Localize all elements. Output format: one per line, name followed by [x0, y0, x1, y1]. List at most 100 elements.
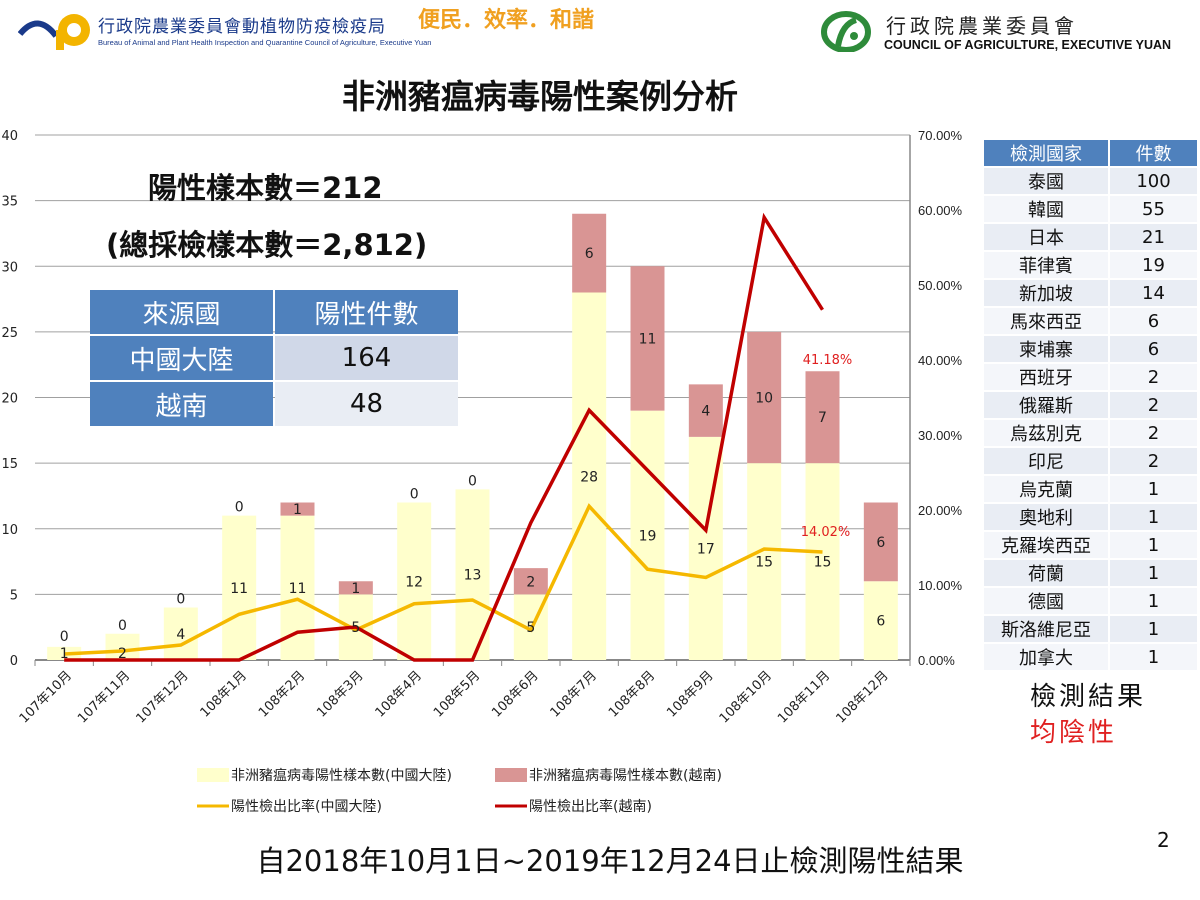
right-tick-label: 0.00%	[918, 653, 955, 668]
country-count: 1	[1110, 560, 1197, 586]
bar-label-vietnam: 0	[118, 618, 127, 634]
bar-label-china: 5	[351, 620, 360, 636]
country-name: 荷蘭	[984, 560, 1110, 586]
country-count: 1	[1110, 588, 1197, 614]
bar-label-china: 11	[230, 581, 248, 597]
bar-label-vietnam: 4	[701, 404, 710, 420]
x-tick-label: 108年5月	[431, 668, 483, 720]
country-name: 奧地利	[984, 504, 1110, 530]
country-count: 1	[1110, 504, 1197, 530]
bar-vietnam	[513, 568, 548, 595]
country-name: 西班牙	[984, 364, 1110, 390]
country-row: 新加坡 14	[984, 280, 1197, 306]
country-name: 斯洛維尼亞	[984, 616, 1110, 642]
bar-label-china: 17	[697, 541, 715, 557]
left-tick-label: 15	[1, 457, 18, 472]
right-tick-label: 10.00%	[918, 578, 963, 593]
bar-label-china: 13	[464, 568, 482, 584]
country-name: 烏茲別克	[984, 420, 1110, 446]
country-count: 6	[1110, 336, 1197, 362]
bar-label-vietnam: 1	[351, 581, 360, 597]
legend-label: 陽性檢出比率(中國大陸)	[231, 798, 382, 815]
bar-label-vietnam: 1	[293, 502, 302, 518]
coa-logo	[821, 11, 871, 52]
country-count: 55	[1110, 196, 1197, 222]
bar-vietnam	[688, 384, 723, 437]
country-row: 菲律賓 19	[984, 252, 1197, 278]
country-row: 柬埔寨 6	[984, 336, 1197, 362]
footer-note: 自2018年10月1日~2019年12月24日止檢測陽性結果	[256, 844, 964, 878]
x-tick-label: 108年3月	[314, 668, 366, 720]
country-count: 2	[1110, 392, 1197, 418]
country-name: 德國	[984, 588, 1110, 614]
left-tick-label: 20	[1, 392, 18, 407]
country-row: 加拿大 1	[984, 644, 1197, 670]
left-tick-label: 5	[10, 588, 18, 603]
bar-vietnam	[630, 266, 665, 411]
result-label: 檢測結果	[1030, 682, 1147, 712]
right-org-name: 行政院農業委員會	[886, 14, 1078, 38]
bar-label-vietnam: 0	[235, 500, 244, 516]
source-country: 中國大陸	[90, 336, 273, 380]
left-tick-label: 40	[1, 129, 18, 144]
country-count: 1	[1110, 476, 1197, 502]
source-table: 來源國 陽性件數 中國大陸 164 越南 48	[88, 288, 460, 428]
bar-label-vietnam: 0	[60, 629, 69, 645]
bar-china	[222, 515, 257, 660]
x-tick-label: 108年12月	[833, 668, 891, 726]
country-row: 西班牙 2	[984, 364, 1197, 390]
bar-vietnam	[572, 213, 607, 293]
left-org-name-en: Bureau of Animal and Plant Health Inspec…	[98, 38, 432, 47]
country-count: 1	[1110, 644, 1197, 670]
bar-vietnam	[280, 502, 315, 516]
country-row: 烏克蘭 1	[984, 476, 1197, 502]
bar-china	[805, 463, 840, 660]
bar-china	[630, 410, 665, 660]
source-header-country: 來源國	[90, 290, 273, 334]
country-row: 日本 21	[984, 224, 1197, 250]
right-tick-label: 60.00%	[918, 203, 963, 218]
bar-label-china: 19	[639, 528, 657, 544]
bar-china	[105, 633, 140, 660]
x-tick-label: 108年1月	[198, 668, 250, 720]
bar-china	[863, 581, 898, 660]
right-org-name-en: COUNCIL OF AGRICULTURE, EXECUTIVE YUAN	[884, 38, 1172, 52]
country-row: 奧地利 1	[984, 504, 1197, 530]
country-count: 14	[1110, 280, 1197, 306]
line-vietnam-rate	[64, 212, 824, 662]
x-tick-label: 108年4月	[373, 668, 425, 720]
positive-count: 陽性樣本數＝212	[148, 171, 383, 205]
annotation-vietnam-rate: 41.18%	[803, 353, 853, 368]
left-tick-label: 35	[1, 195, 18, 210]
bar-label-vietnam: 6	[585, 246, 594, 262]
bar-label-vietnam: 10	[755, 391, 773, 407]
country-count: 6	[1110, 308, 1197, 334]
bar-label-vietnam: 0	[410, 487, 419, 503]
header-count: 件數	[1110, 140, 1197, 166]
country-row: 印尼 2	[984, 448, 1197, 474]
left-tick-label: 30	[1, 260, 18, 275]
source-header-count: 陽性件數	[275, 290, 458, 334]
country-row: 馬來西亞 6	[984, 308, 1197, 334]
country-name: 加拿大	[984, 644, 1110, 670]
country-count: 2	[1110, 448, 1197, 474]
bar-label-china: 15	[755, 555, 773, 571]
bar-label-vietnam: 7	[818, 410, 827, 426]
country-table-header: 檢測國家 件數	[984, 140, 1197, 166]
right-tick-label: 20.00%	[918, 503, 963, 518]
line-china-rate	[64, 503, 823, 656]
bar-vietnam	[805, 371, 840, 464]
bar-label-china: 6	[876, 614, 885, 630]
bar-label-vietnam: 11	[639, 331, 657, 347]
bar-vietnam	[863, 502, 898, 582]
legend-label: 非洲豬瘟病毒陽性樣本數(中國大陸)	[231, 767, 452, 784]
bar-label-china: 1	[60, 646, 69, 662]
x-tick-label: 108年2月	[256, 668, 308, 720]
country-name: 菲律賓	[984, 252, 1110, 278]
legend-swatch	[197, 768, 229, 782]
country-row: 烏茲別克 2	[984, 420, 1197, 446]
country-row: 克羅埃西亞 1	[984, 532, 1197, 558]
country-count: 21	[1110, 224, 1197, 250]
header-country: 檢測國家	[984, 140, 1110, 166]
